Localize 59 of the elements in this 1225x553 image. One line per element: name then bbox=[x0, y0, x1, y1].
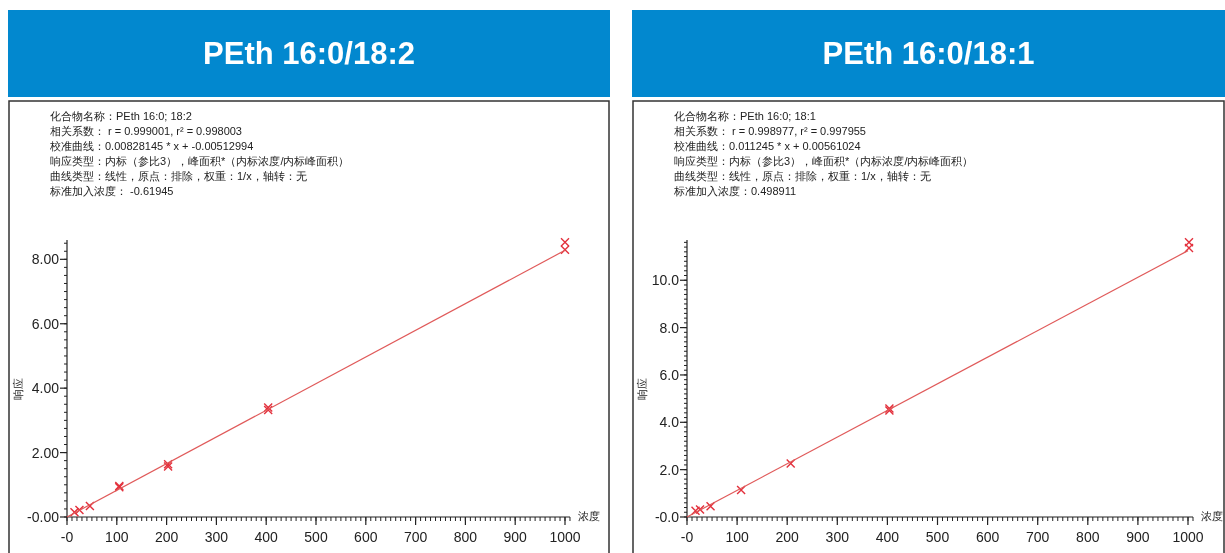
x-tick-label: 100 bbox=[725, 529, 749, 545]
text: 校准曲线：0.011245 * x + 0.00561024 bbox=[673, 140, 861, 152]
text: 响应类型：内标（参比3），峰面积*（内标浓度/内标峰面积） bbox=[674, 155, 974, 167]
y-tick-label: 8.0 bbox=[659, 319, 680, 336]
x-axis-title: 浓度 bbox=[577, 510, 600, 522]
y-tick-label: 6.00 bbox=[31, 315, 60, 332]
x-tick-label: 1000 bbox=[1172, 529, 1204, 545]
y-tick-label: 2.00 bbox=[31, 444, 60, 461]
x-tick-label: -0 bbox=[680, 529, 694, 545]
x-tick-label: 800 bbox=[453, 529, 478, 545]
x-tick-label: 900 bbox=[1126, 529, 1150, 545]
x-tick-label: 300 bbox=[204, 529, 229, 545]
x-tick-label: 600 bbox=[975, 529, 1000, 545]
text: 响应类型：内标（参比3），峰面积*（内标浓度/内标峰面积） bbox=[50, 155, 350, 167]
y-tick-label: 10.0 bbox=[651, 272, 680, 289]
point bbox=[705, 501, 716, 512]
point bbox=[74, 505, 85, 515]
y-tick-label: 8.00 bbox=[31, 251, 60, 268]
x-tick-label: 900 bbox=[503, 529, 528, 545]
chart-title: PEth 16:0/18:2 bbox=[203, 36, 415, 71]
point bbox=[786, 458, 796, 469]
point bbox=[69, 507, 80, 517]
x-axis-title: 浓度 bbox=[1201, 510, 1224, 522]
y-tick-label: 4.0 bbox=[659, 414, 680, 431]
chart-title: PEth 16:0/18:1 bbox=[822, 36, 1035, 71]
point bbox=[85, 501, 95, 511]
x-tick-label: 400 bbox=[254, 529, 279, 545]
y-tick-label: -0.0 bbox=[654, 509, 680, 525]
text: 校准曲线：0.00828145 * x + -0.00512994 bbox=[49, 140, 254, 152]
y-axis-title: 响应 bbox=[636, 377, 648, 400]
y-tick-label: 4.00 bbox=[31, 380, 60, 397]
x-tick-label: 800 bbox=[1076, 529, 1100, 545]
text: 曲线类型：线性，原点：排除，权重：1/x，轴转：无 bbox=[50, 170, 307, 182]
y-axis-title: 响应 bbox=[12, 377, 24, 400]
x-tick-label: 400 bbox=[875, 529, 900, 545]
y-tick-label: 6.0 bbox=[659, 366, 680, 383]
x-tick-label: 600 bbox=[354, 529, 378, 545]
x-tick-label: 500 bbox=[925, 529, 950, 545]
x-tick-label: 100 bbox=[105, 529, 129, 545]
text: 相关系数： r = 0.999001, r² = 0.998003 bbox=[50, 125, 242, 137]
y-tick-label: 2.0 bbox=[659, 461, 680, 478]
x-tick-label: 500 bbox=[304, 529, 328, 545]
x-tick-label: 200 bbox=[775, 529, 800, 545]
x-tick-label: -0 bbox=[60, 529, 74, 545]
point bbox=[690, 506, 701, 516]
point bbox=[736, 485, 746, 495]
point bbox=[695, 504, 705, 515]
x-tick-label: 700 bbox=[403, 529, 428, 545]
text: 标准加入浓度： -0.61945 bbox=[49, 185, 174, 197]
x-tick-label: 300 bbox=[825, 529, 850, 545]
x-tick-label: 1000 bbox=[549, 529, 581, 545]
text: 化合物名称：PEth 16:0; 18:2 bbox=[50, 110, 192, 122]
text: 化合物名称：PEth 16:0; 18:1 bbox=[674, 110, 816, 122]
text: 标准加入浓度：0.498911 bbox=[673, 185, 797, 197]
y-tick-label: -0.00 bbox=[27, 509, 60, 525]
text: 相关系数： r = 0.998977, r² = 0.997955 bbox=[674, 125, 866, 137]
text: 曲线类型：线性，原点：排除，权重：1/x，轴转：无 bbox=[674, 170, 931, 182]
x-tick-label: 200 bbox=[154, 529, 179, 545]
x-tick-label: 700 bbox=[1026, 529, 1050, 545]
